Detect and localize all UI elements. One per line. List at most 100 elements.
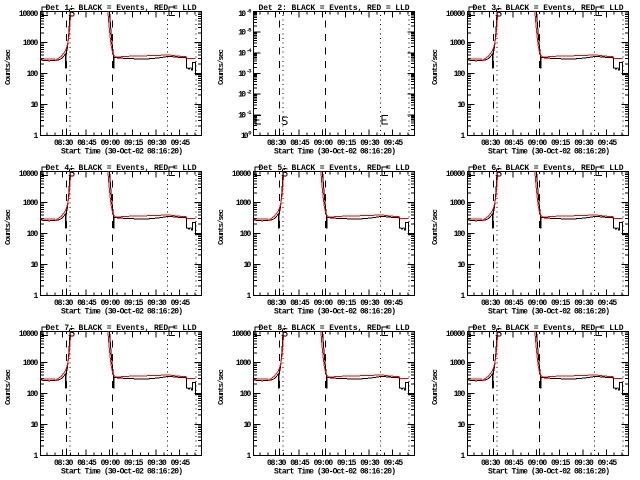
svg-text:09:00: 09:00 [314,299,334,308]
svg-text:Start Time (30-Oct-02 08:16:20: Start Time (30-Oct-02 08:16:20) [61,308,183,317]
svg-text:10000: 10000 [446,170,466,179]
svg-text:09:00: 09:00 [528,459,548,468]
svg-text:08:30: 08:30 [481,139,501,148]
svg-text:10000: 10000 [19,330,39,339]
svg-text:Det 5: BLACK = Events, RED = L: Det 5: BLACK = Events, RED = LLD [259,164,410,173]
svg-text:1000: 1000 [450,39,466,48]
svg-text:100: 100 [454,70,466,79]
svg-text:100: 100 [27,230,39,239]
svg-text:09:45: 09:45 [171,459,191,468]
svg-text:Counts/sec: Counts/sec [5,369,13,405]
svg-text:08:45: 08:45 [504,139,524,148]
svg-text:Det 1: BLACK = Events, RED = L: Det 1: BLACK = Events, RED = LLD [46,4,197,13]
svg-text:08:30: 08:30 [267,139,287,148]
svg-text:10: 10 [31,421,39,430]
svg-text:09:45: 09:45 [598,139,618,148]
svg-text:09:45: 09:45 [598,299,618,308]
svg-text:09:45: 09:45 [171,299,191,308]
svg-text:1: 1 [460,292,465,301]
svg-text:Counts/sec: Counts/sec [218,369,226,405]
svg-text:09:45: 09:45 [598,459,618,468]
svg-text:10: 10 [238,91,246,100]
svg-text:10000: 10000 [446,10,466,19]
svg-text:Counts/sec: Counts/sec [432,369,440,405]
svg-text:100: 100 [240,390,252,399]
svg-text:09:15: 09:15 [551,299,571,308]
svg-text:09:30: 09:30 [360,139,380,148]
svg-text:08:30: 08:30 [54,139,74,148]
svg-text:09:30: 09:30 [574,139,594,148]
svg-text:-2: -2 [246,88,251,95]
svg-text:08:30: 08:30 [481,459,501,468]
svg-text:10: 10 [458,421,466,430]
svg-text:10000: 10000 [19,170,39,179]
svg-text:Det 7: BLACK = Events, RED = L: Det 7: BLACK = Events, RED = LLD [46,324,197,333]
svg-text:08:45: 08:45 [290,139,310,148]
svg-text:100: 100 [27,70,39,79]
svg-text:-4: -4 [246,47,252,54]
svg-text:1: 1 [460,452,465,461]
svg-text:Det 8: BLACK = Events, RED = L: Det 8: BLACK = Events, RED = LLD [259,324,410,333]
svg-text:1000: 1000 [23,39,39,48]
svg-text:08:45: 08:45 [504,299,524,308]
svg-text:Det 9: BLACK = Events, RED = L: Det 9: BLACK = Events, RED = LLD [473,324,624,333]
svg-text:08:45: 08:45 [504,459,524,468]
svg-text:Start Time (30-Oct-02 08:16:20: Start Time (30-Oct-02 08:16:20) [274,148,396,157]
svg-text:09:15: 09:15 [337,139,357,148]
svg-text:1: 1 [33,452,38,461]
svg-text:1000: 1000 [450,359,466,368]
svg-text:10: 10 [31,261,39,270]
svg-text:09:45: 09:45 [384,139,404,148]
svg-text:10: 10 [244,421,252,430]
svg-text:09:30: 09:30 [147,299,167,308]
svg-text:10000: 10000 [19,10,39,19]
svg-text:Counts/sec: Counts/sec [218,209,226,245]
svg-text:09:00: 09:00 [314,459,334,468]
svg-text:Det 4: BLACK = Events, RED = L: Det 4: BLACK = Events, RED = LLD [46,164,197,173]
svg-text:09:15: 09:15 [337,299,357,308]
svg-text:1: 1 [246,292,251,301]
svg-text:09:45: 09:45 [384,299,404,308]
svg-text:10: 10 [31,101,39,110]
svg-text:Det 2: BLACK = Events, RED = L: Det 2: BLACK = Events, RED = LLD [259,4,410,13]
svg-text:08:30: 08:30 [267,459,287,468]
svg-text:Start Time (30-Oct-02 08:16:20: Start Time (30-Oct-02 08:16:20) [274,308,396,317]
svg-text:100: 100 [454,390,466,399]
svg-text:Det 6: BLACK = Events, RED = L: Det 6: BLACK = Events, RED = LLD [473,164,624,173]
svg-text:09:30: 09:30 [360,299,380,308]
svg-text:Counts/sec: Counts/sec [5,49,13,85]
svg-text:08:30: 08:30 [481,299,501,308]
svg-text:09:15: 09:15 [124,299,144,308]
svg-text:09:00: 09:00 [101,139,121,148]
svg-text:09:45: 09:45 [171,139,191,148]
svg-text:Start Time (30-Oct-02 08:16:20: Start Time (30-Oct-02 08:16:20) [274,468,396,477]
svg-text:1000: 1000 [23,359,39,368]
svg-text:Start Time (30-Oct-02 08:16:20: Start Time (30-Oct-02 08:16:20) [488,308,610,317]
svg-text:10: 10 [238,70,246,79]
svg-text:10: 10 [238,10,246,19]
svg-text:Start Time (30-Oct-02 08:16:20: Start Time (30-Oct-02 08:16:20) [488,468,610,477]
svg-text:Counts/sec: Counts/sec [5,209,13,245]
svg-text:10: 10 [238,29,246,38]
svg-text:10000: 10000 [232,170,252,179]
svg-text:09:30: 09:30 [574,299,594,308]
svg-text:10: 10 [458,261,466,270]
svg-text:10: 10 [241,132,249,141]
svg-text:-3: -3 [246,68,252,75]
svg-text:10000: 10000 [446,330,466,339]
svg-text:09:00: 09:00 [528,139,548,148]
svg-text:09:30: 09:30 [360,459,380,468]
svg-text:08:45: 08:45 [77,459,97,468]
svg-text:09:00: 09:00 [101,459,121,468]
svg-text:09:00: 09:00 [314,139,334,148]
svg-text:1: 1 [33,292,38,301]
svg-text:1: 1 [460,132,465,141]
svg-text:1000: 1000 [450,199,466,208]
svg-text:10: 10 [238,111,246,120]
svg-text:08:30: 08:30 [54,459,74,468]
svg-text:1: 1 [246,452,251,461]
svg-text:09:30: 09:30 [574,459,594,468]
svg-text:08:45: 08:45 [290,299,310,308]
svg-text:0: 0 [248,130,251,137]
svg-text:100: 100 [240,230,252,239]
